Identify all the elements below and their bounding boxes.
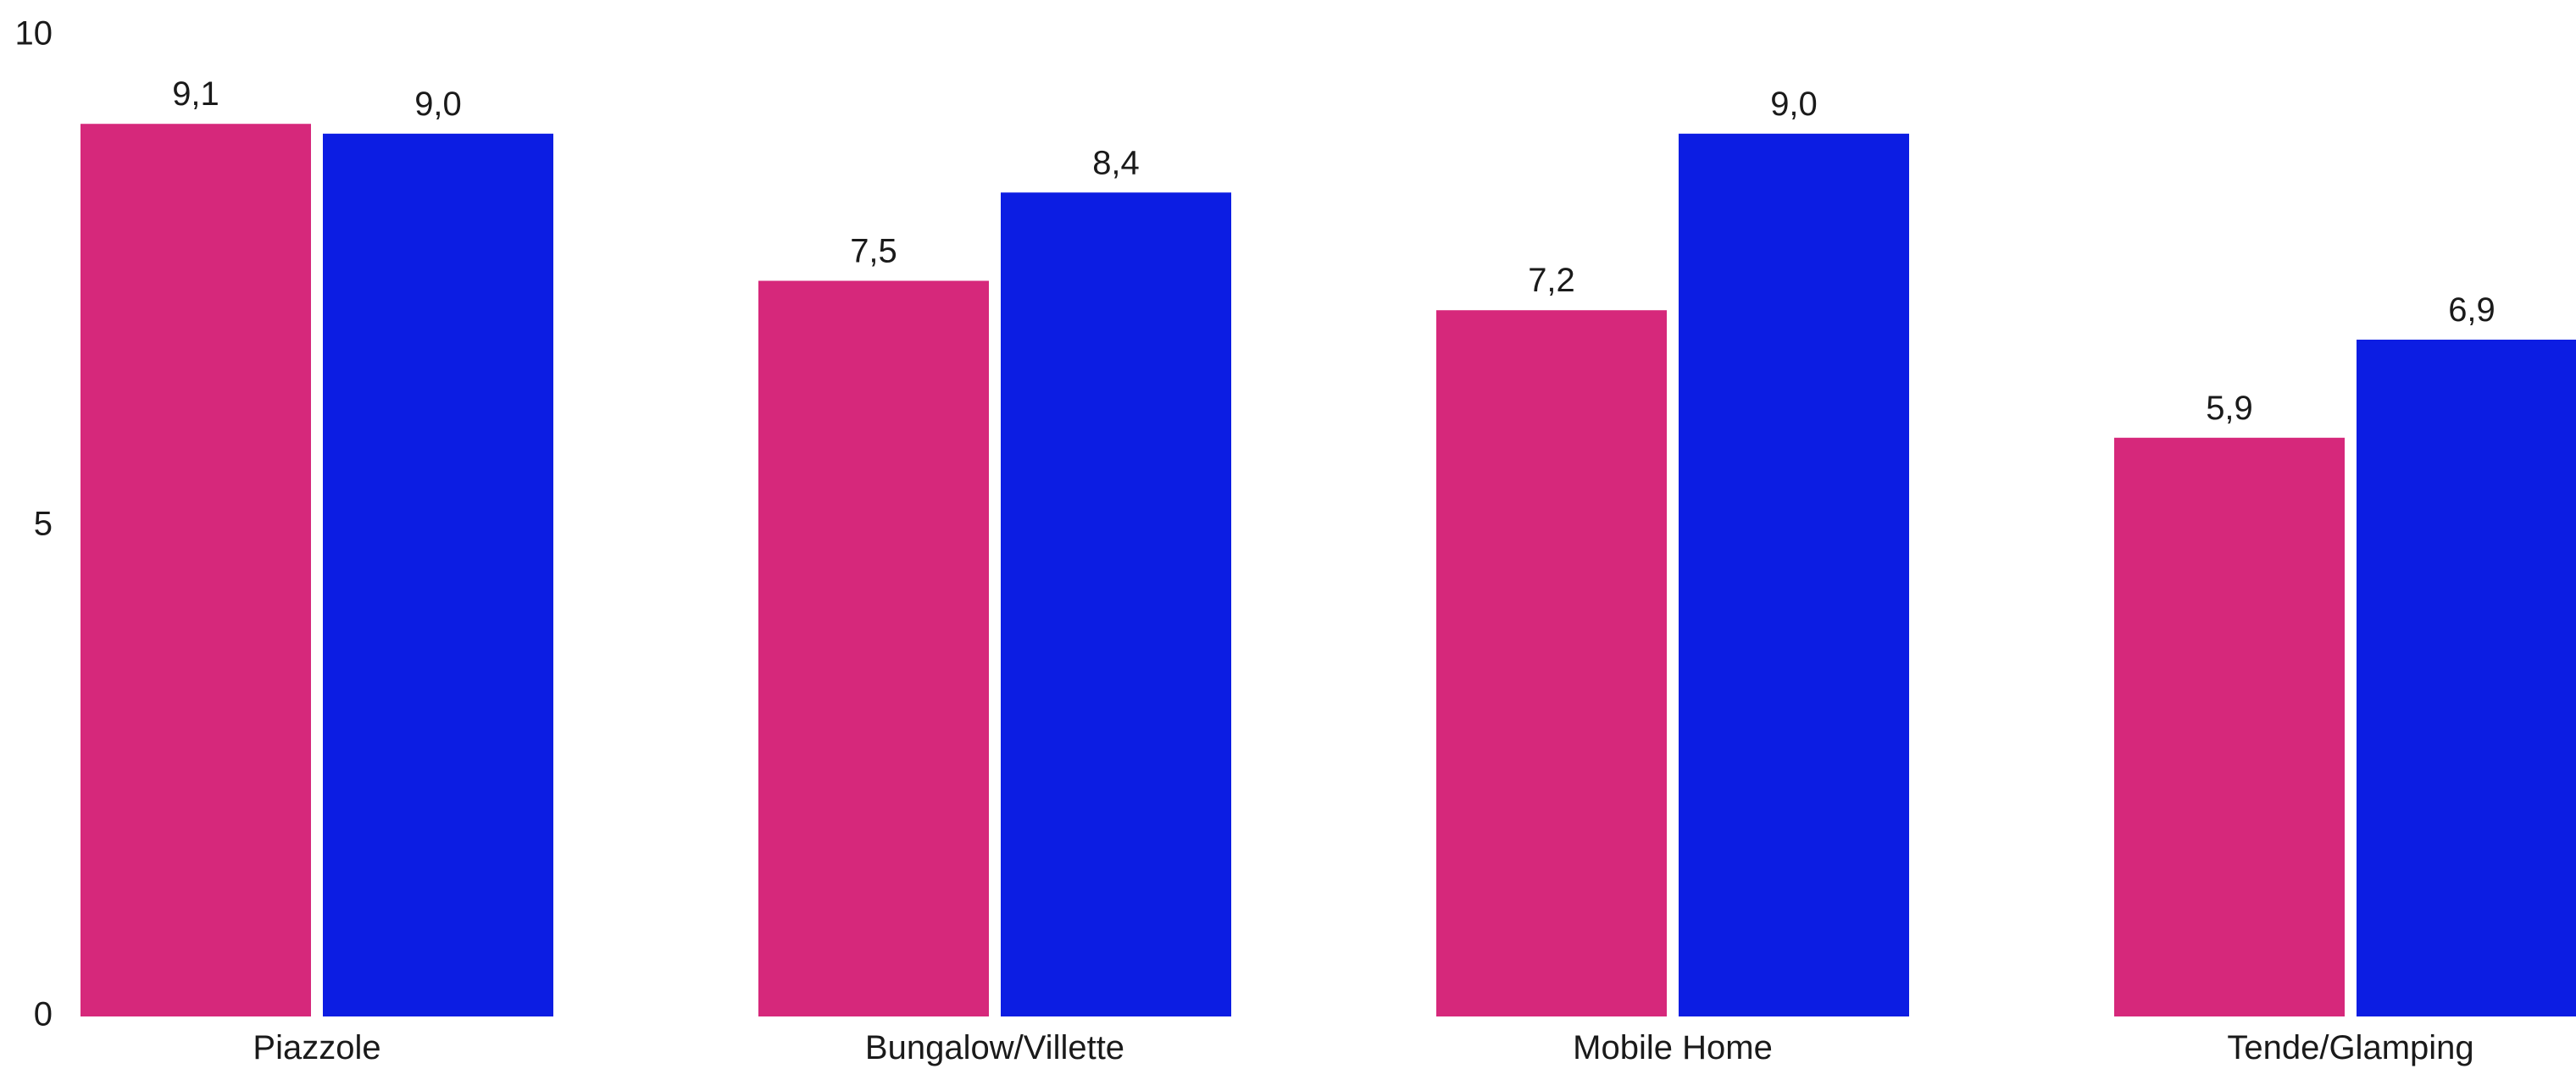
bar-blue — [1679, 133, 1909, 1016]
bars — [80, 124, 2576, 1017]
bar-blue — [323, 133, 553, 1016]
bar-pink — [2114, 437, 2345, 1016]
data-labels: 9,1 9,0 7,5 8,4 7,2 9,0 5,9 6,9 — [172, 75, 2496, 427]
y-axis-ticks: 0 5 10 — [15, 15, 53, 1033]
data-label: 9,0 — [1770, 86, 1818, 123]
data-label: 9,1 — [172, 75, 219, 113]
y-tick-label: 10 — [15, 15, 53, 53]
x-category-label: Bungalow/Villette — [865, 1029, 1124, 1066]
data-label: 5,9 — [2206, 390, 2253, 427]
bar-pink — [1436, 310, 1667, 1016]
data-label: 8,4 — [1092, 144, 1140, 181]
bar-blue — [1001, 192, 1231, 1016]
x-category-label: Tende/Glamping — [2227, 1029, 2473, 1066]
data-label: 9,0 — [414, 86, 462, 123]
y-tick-label: 5 — [34, 506, 53, 543]
y-tick-label: 0 — [34, 996, 53, 1033]
data-label: 7,5 — [850, 233, 897, 270]
x-category-label: Piazzole — [253, 1029, 380, 1066]
x-category-label: Mobile Home — [1573, 1029, 1773, 1066]
bar-pink — [758, 280, 989, 1016]
bar-pink — [80, 124, 311, 1017]
data-label: 6,9 — [2448, 291, 2496, 329]
x-axis-labels: Piazzole Bungalow/Villette Mobile Home Tend… — [253, 1029, 2473, 1066]
data-label: 7,2 — [1528, 262, 1575, 299]
bar-blue — [2357, 339, 2576, 1017]
